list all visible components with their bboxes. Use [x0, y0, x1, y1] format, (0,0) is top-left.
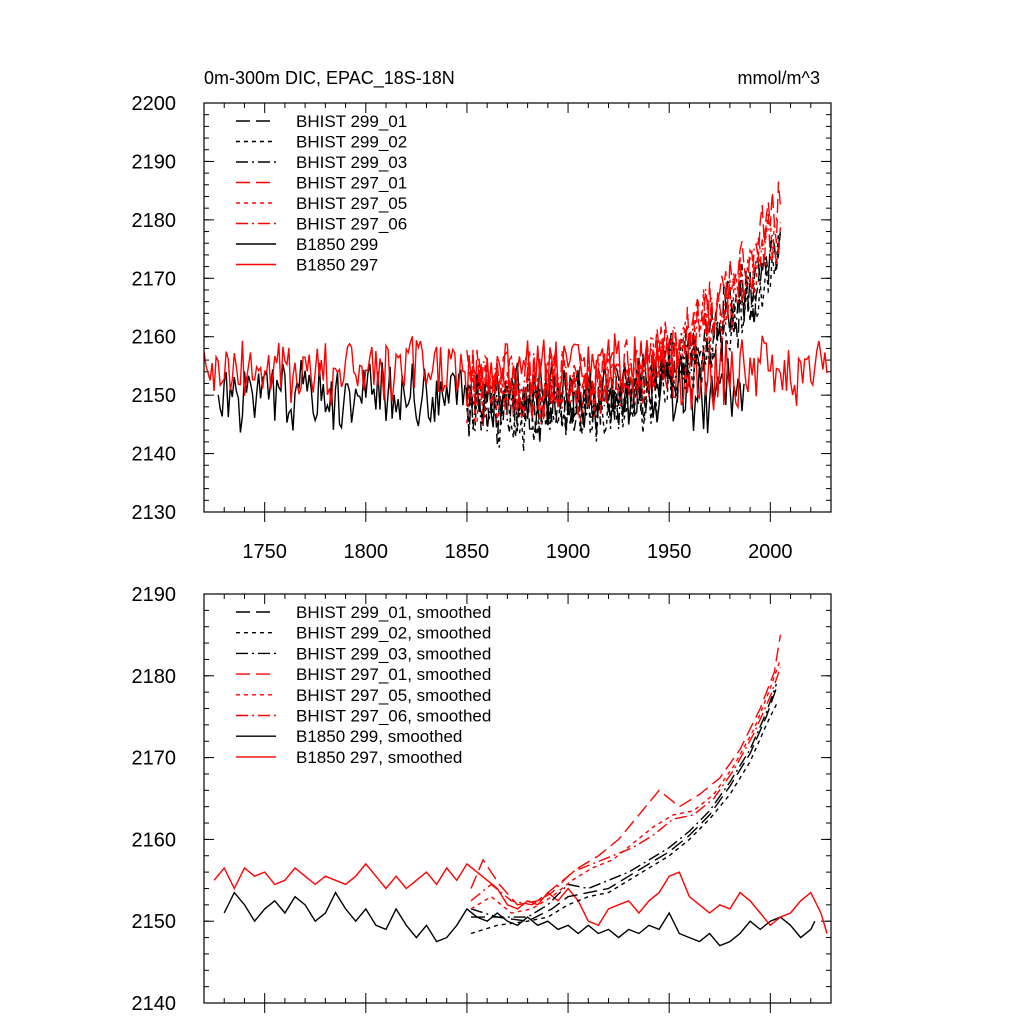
y-tick-label: 2150: [132, 911, 177, 933]
x-tick-label: 1750: [242, 541, 287, 563]
series-line-bhist-297-01-smoothed: [470, 634, 782, 906]
y-tick-label: 2190: [132, 151, 177, 173]
y-tick-label: 2150: [132, 385, 177, 407]
legend-label: BHIST 299_02: [296, 133, 407, 152]
series-line-bhist-297-06: [466, 213, 782, 416]
y-tick-label: 2160: [132, 829, 177, 851]
y-tick-label: 2170: [132, 748, 177, 770]
legend-label: BHIST 299_01: [296, 112, 407, 131]
series-line-bhist-297-05: [466, 213, 781, 426]
series-line-bhist-299-02: [466, 233, 782, 452]
y-tick-label: 2180: [132, 210, 177, 232]
y-tick-label: 2200: [132, 93, 177, 115]
x-tick-label: 1800: [344, 541, 389, 563]
y-tick-label: 2180: [132, 666, 177, 688]
series-line-bhist-299-03: [466, 229, 782, 436]
legend-label: BHIST 297_05: [296, 194, 407, 213]
y-tick-label: 2190: [132, 584, 177, 606]
series-line-bhist-297-06-smoothed: [470, 667, 782, 906]
plot-frame: [203, 102, 832, 513]
series-line-bhist-299-02-smoothed: [470, 704, 778, 935]
legend-label: BHIST 297_01, smoothed: [296, 665, 491, 684]
y-tick-label: 2170: [132, 268, 177, 290]
x-tick-label: 2000: [748, 541, 793, 563]
legend-label: BHIST 297_01: [296, 174, 407, 193]
chart-title: 0m-300m DIC, EPAC_18S-18N: [204, 68, 455, 89]
series-line-bhist-299-01-smoothed: [471, 687, 778, 922]
series-line-bhist-299-03-smoothed: [470, 683, 778, 918]
y-tick-label: 2160: [132, 327, 177, 349]
units-label: mmol/m^3: [738, 68, 820, 88]
series-line-b1850-299: [217, 355, 745, 434]
legend-label: B1850 297, smoothed: [296, 748, 462, 767]
legend-label: B1850 299, smoothed: [296, 727, 462, 746]
x-tick-label: 1850: [445, 541, 490, 563]
y-tick-label: 2130: [132, 502, 177, 524]
legend-label: BHIST 299_02, smoothed: [296, 624, 491, 643]
plot-frame: [203, 593, 832, 1004]
y-tick-label: 2140: [132, 993, 177, 1015]
x-tick-label: 1900: [546, 541, 591, 563]
legend-label: BHIST 299_03, smoothed: [296, 644, 491, 663]
series-line-b1850-299-smoothed: [223, 891, 816, 947]
legend-label: BHIST 299_01, smoothed: [296, 603, 491, 622]
series-line-b1850-297-smoothed: [213, 862, 828, 934]
raw-panel: 2130 2140 2150 2160 2170 2180 2190 2200 1750 1800…: [132, 93, 832, 563]
x-tick-label: 1950: [647, 541, 692, 563]
smoothed-panel: 2140 2150 2160 2170 2180 2190 BHIST 299_01, sm…: [132, 584, 832, 1015]
legend-label: B1850 297: [296, 256, 378, 275]
legend-label: BHIST 297_06, smoothed: [296, 707, 491, 726]
legend-label: BHIST 297_06: [296, 215, 407, 234]
y-tick-label: 2140: [132, 444, 177, 466]
series-line-bhist-297-05-smoothed: [470, 659, 782, 914]
legend-label: BHIST 299_03: [296, 153, 407, 172]
legend-label: BHIST 297_05, smoothed: [296, 686, 491, 705]
legend-label: B1850 299: [296, 235, 378, 254]
